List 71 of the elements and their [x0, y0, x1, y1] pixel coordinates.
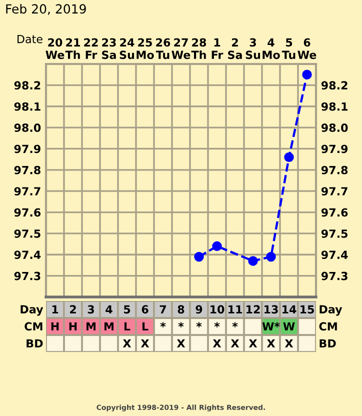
y-tick-label: 98.2: [14, 81, 40, 90]
x-tick-label: 25 Mo: [136, 38, 154, 60]
text: M: [86, 322, 96, 330]
x-tick-label: 7: [160, 305, 166, 314]
x-tick-label: 23 Sa: [102, 38, 116, 60]
y-tick-label: 97.3: [14, 272, 40, 280]
text: H: [51, 322, 59, 330]
y-tick-label: 97.8: [14, 166, 40, 174]
x-tick-label: 14: [282, 305, 296, 314]
x-tick-label: 5: [124, 305, 130, 314]
x-tick-label: 24 Su: [120, 38, 134, 60]
x-tick-label: 15: [300, 305, 314, 314]
x-tick-label: 2: [70, 305, 76, 314]
text: Day: [320, 305, 342, 316]
x-tick-label: 12: [246, 305, 260, 314]
x-axis-title: Day: [20, 305, 44, 316]
text: H: [69, 322, 77, 330]
text: W*: [262, 322, 280, 330]
x-tick-label: 4 Mo: [262, 38, 280, 60]
text: X: [176, 339, 186, 348]
y-tick-label: 97.7: [14, 187, 40, 196]
x-axis-title: Date: [18, 34, 42, 44]
point: [248, 256, 258, 266]
text: *: [160, 322, 166, 328]
text: *: [196, 322, 202, 328]
x-tick-label: 6 We: [298, 38, 316, 60]
text: X: [122, 339, 132, 348]
x-tick-label: 1 Fr: [212, 38, 224, 59]
text: X: [248, 339, 258, 348]
text: M: [104, 322, 114, 330]
x-tick-label: 8: [178, 305, 184, 314]
x-tick-label: 3: [88, 305, 94, 314]
x-tick-label: 21 Th: [65, 38, 80, 59]
x-tick-label: 26 Tu: [156, 38, 170, 60]
text: *: [232, 322, 238, 328]
text: X: [284, 339, 294, 348]
x-tick-label: 20 We: [46, 38, 64, 60]
x-tick-label: 5 Tu: [282, 38, 296, 60]
x-tick-label: 28 Th: [191, 38, 206, 59]
x-tick-label: 4: [106, 305, 112, 314]
text: L: [124, 322, 130, 330]
text: L: [142, 322, 148, 330]
y-tick-label: 97.5: [14, 229, 40, 238]
text: *: [178, 322, 184, 328]
text: W: [283, 322, 295, 330]
point: [194, 252, 204, 262]
y-tick-label: 98.1: [14, 102, 40, 111]
x-tick-label: 6: [142, 305, 148, 314]
point: [302, 70, 312, 80]
point: [266, 252, 276, 262]
point: [284, 152, 294, 162]
x-tick-label: 1: [52, 305, 58, 314]
text: X: [266, 339, 276, 348]
chart-title: Feb 20, 2019: [6, 4, 86, 15]
x-tick-label: 27 We: [172, 38, 190, 60]
y-tick-label: 98.0: [14, 124, 41, 132]
text: X: [230, 339, 240, 348]
x-tick-label: 13: [264, 305, 278, 314]
y-tick-label: 97.9: [14, 144, 40, 154]
x-tick-label: 11: [228, 305, 242, 314]
text: X: [140, 339, 150, 348]
x-tick-label: 22 Fr: [84, 38, 98, 59]
x-tick-label: 3 Su: [246, 38, 260, 60]
text: X: [212, 339, 222, 348]
y-tick-label: 97.6: [14, 208, 41, 217]
x-tick-label: 9: [196, 305, 202, 314]
y-tick-label: 97.4: [14, 250, 41, 260]
x-tick-label: 2 Sa: [228, 38, 242, 60]
x-tick-label: 10: [210, 305, 224, 314]
point: [212, 241, 222, 252]
text: *: [214, 322, 220, 328]
